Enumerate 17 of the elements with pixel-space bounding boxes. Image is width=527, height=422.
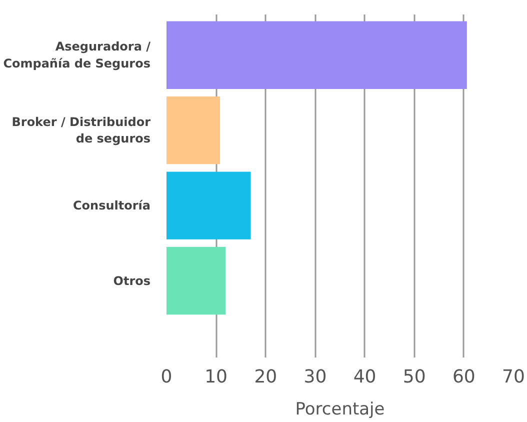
- x-tick-label: 60: [452, 366, 476, 388]
- x-tick-label: 10: [204, 366, 228, 388]
- x-tick-label: 70: [502, 366, 525, 388]
- x-tick-label: 30: [304, 366, 327, 388]
- y-tick-label: Aseguradora / Compañía de Seguros: [3, 40, 152, 71]
- y-tick-label: Consultoría: [73, 198, 151, 213]
- y-tick-label: Otros: [113, 274, 151, 288]
- x-tick-label: 40: [353, 366, 376, 388]
- x-tick-label: 20: [254, 366, 278, 388]
- x-axis-title: Porcentaje: [295, 400, 385, 420]
- bar: [166, 21, 467, 89]
- bar: [166, 172, 251, 240]
- x-tick-label: 0: [160, 366, 172, 388]
- x-tick-label: 50: [402, 366, 426, 388]
- bar: [166, 246, 226, 315]
- y-tick-label: Broker / Distribuidor de seguros: [12, 114, 151, 146]
- bar: [166, 96, 220, 164]
